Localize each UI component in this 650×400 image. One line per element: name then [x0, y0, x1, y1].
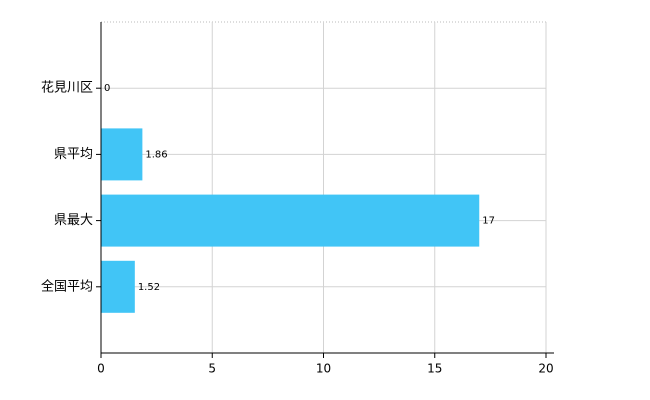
- value-label: 1.86: [145, 149, 167, 160]
- bar: [101, 194, 480, 247]
- y-tick-label: 花見川区: [41, 80, 93, 96]
- value-label: 0: [104, 83, 110, 94]
- x-tick-label: 20: [538, 362, 553, 376]
- x-tick-label: 0: [97, 362, 105, 376]
- y-tick-label: 全国平均: [41, 278, 93, 294]
- x-tick-label: 10: [316, 362, 331, 376]
- bar: [101, 260, 135, 313]
- value-label: 17: [482, 216, 495, 227]
- y-tick-label: 県最大: [54, 213, 93, 228]
- x-tick-label: 5: [208, 362, 216, 376]
- x-tick-label: 15: [427, 362, 442, 376]
- bar: [101, 128, 143, 181]
- y-tick-label: 県平均: [54, 147, 93, 162]
- value-label: 1.52: [138, 282, 160, 293]
